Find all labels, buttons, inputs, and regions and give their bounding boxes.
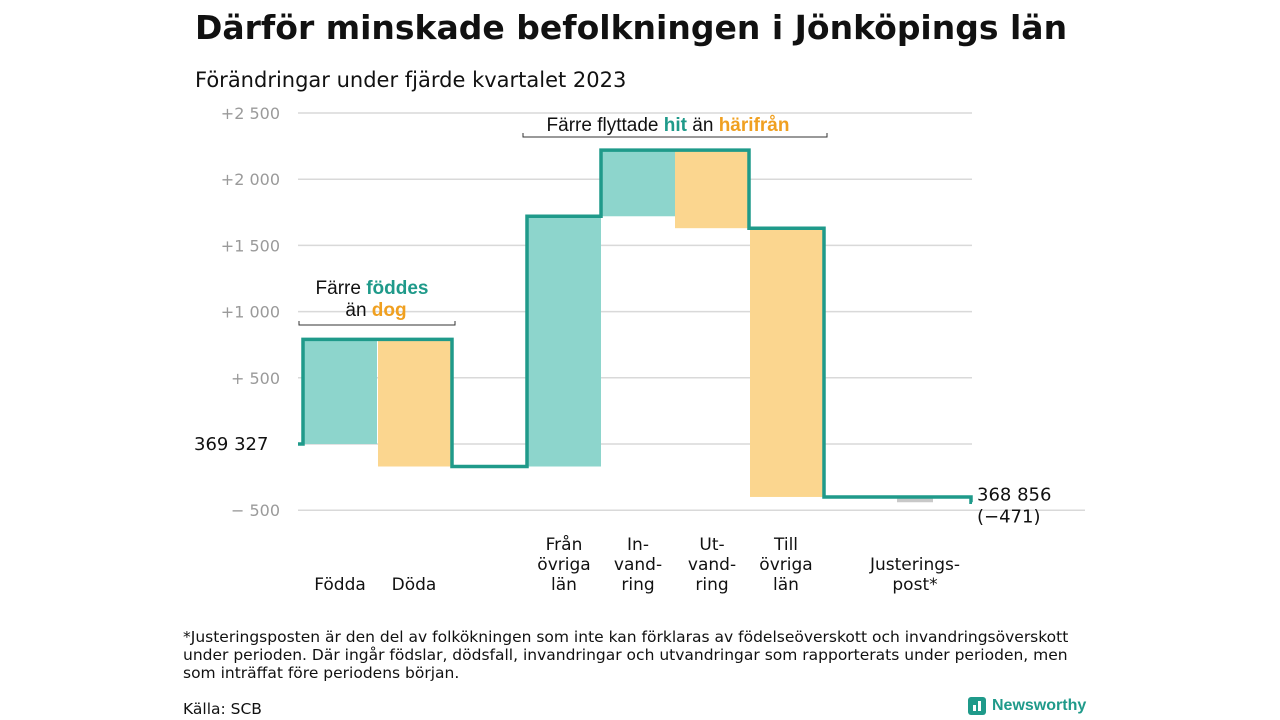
bar	[897, 496, 933, 503]
category-label: övriga	[537, 555, 590, 575]
category-label: In-	[627, 535, 649, 555]
category-label: övriga	[759, 555, 812, 575]
y-tick-label: +2 500	[221, 104, 280, 123]
chart-subtitle: Förändringar under fjärde kvartalet 2023	[195, 68, 627, 92]
category-label: län	[773, 575, 799, 595]
y-tick-label: +2 000	[221, 170, 280, 189]
cumulative-line	[298, 148, 973, 505]
category-label: Döda	[392, 575, 437, 595]
category-label: post*	[892, 575, 937, 595]
category-label: Till	[773, 535, 798, 555]
chart-title: Därför minskade befolkningen i Jönköping…	[195, 8, 1068, 47]
category-label: vand-	[614, 555, 662, 575]
y-tick-label: +1 500	[221, 236, 280, 255]
y-tick-label: +1 000	[221, 303, 280, 322]
annotation-bracket	[298, 321, 456, 326]
end-value-label: 368 856	[977, 484, 1051, 505]
bar	[527, 216, 601, 467]
category-label: Justerings-	[869, 555, 960, 575]
bar	[378, 339, 452, 467]
brand-name: Newsworthy	[992, 697, 1087, 714]
brand-logo: Newsworthy	[968, 697, 1086, 715]
end-change-label: (−471)	[977, 506, 1040, 527]
start-value-label: 369 327	[194, 434, 268, 455]
footnote: *Justeringsposten är den del av folkökni…	[183, 628, 1069, 682]
category-label: ring	[695, 575, 728, 595]
category-label: Ut-	[699, 535, 724, 555]
annotation-births-deaths-line2: än dog	[345, 300, 406, 321]
newsworthy-icon	[968, 697, 986, 715]
bar	[750, 228, 824, 497]
annotation-births-deaths: Färre föddes	[316, 278, 429, 299]
y-tick-label: + 500	[231, 369, 280, 388]
bar	[303, 339, 377, 444]
category-label: län	[551, 575, 577, 595]
y-tick-label: − 500	[231, 501, 280, 520]
waterfall-chart: − 500 + 500 +1 000 +1 500 +2 000 +2 500 369 32…	[194, 104, 1085, 595]
bar	[601, 150, 675, 217]
bar	[675, 150, 749, 229]
category-label: Födda	[314, 575, 366, 595]
source-label: Källa: SCB	[183, 700, 262, 718]
annotation-migration: Färre flyttade hit än härifrån	[547, 115, 790, 136]
annotation-bracket	[522, 133, 828, 138]
category-label: ring	[621, 575, 654, 595]
category-label: Från	[546, 534, 583, 555]
category-label: vand-	[688, 555, 736, 575]
